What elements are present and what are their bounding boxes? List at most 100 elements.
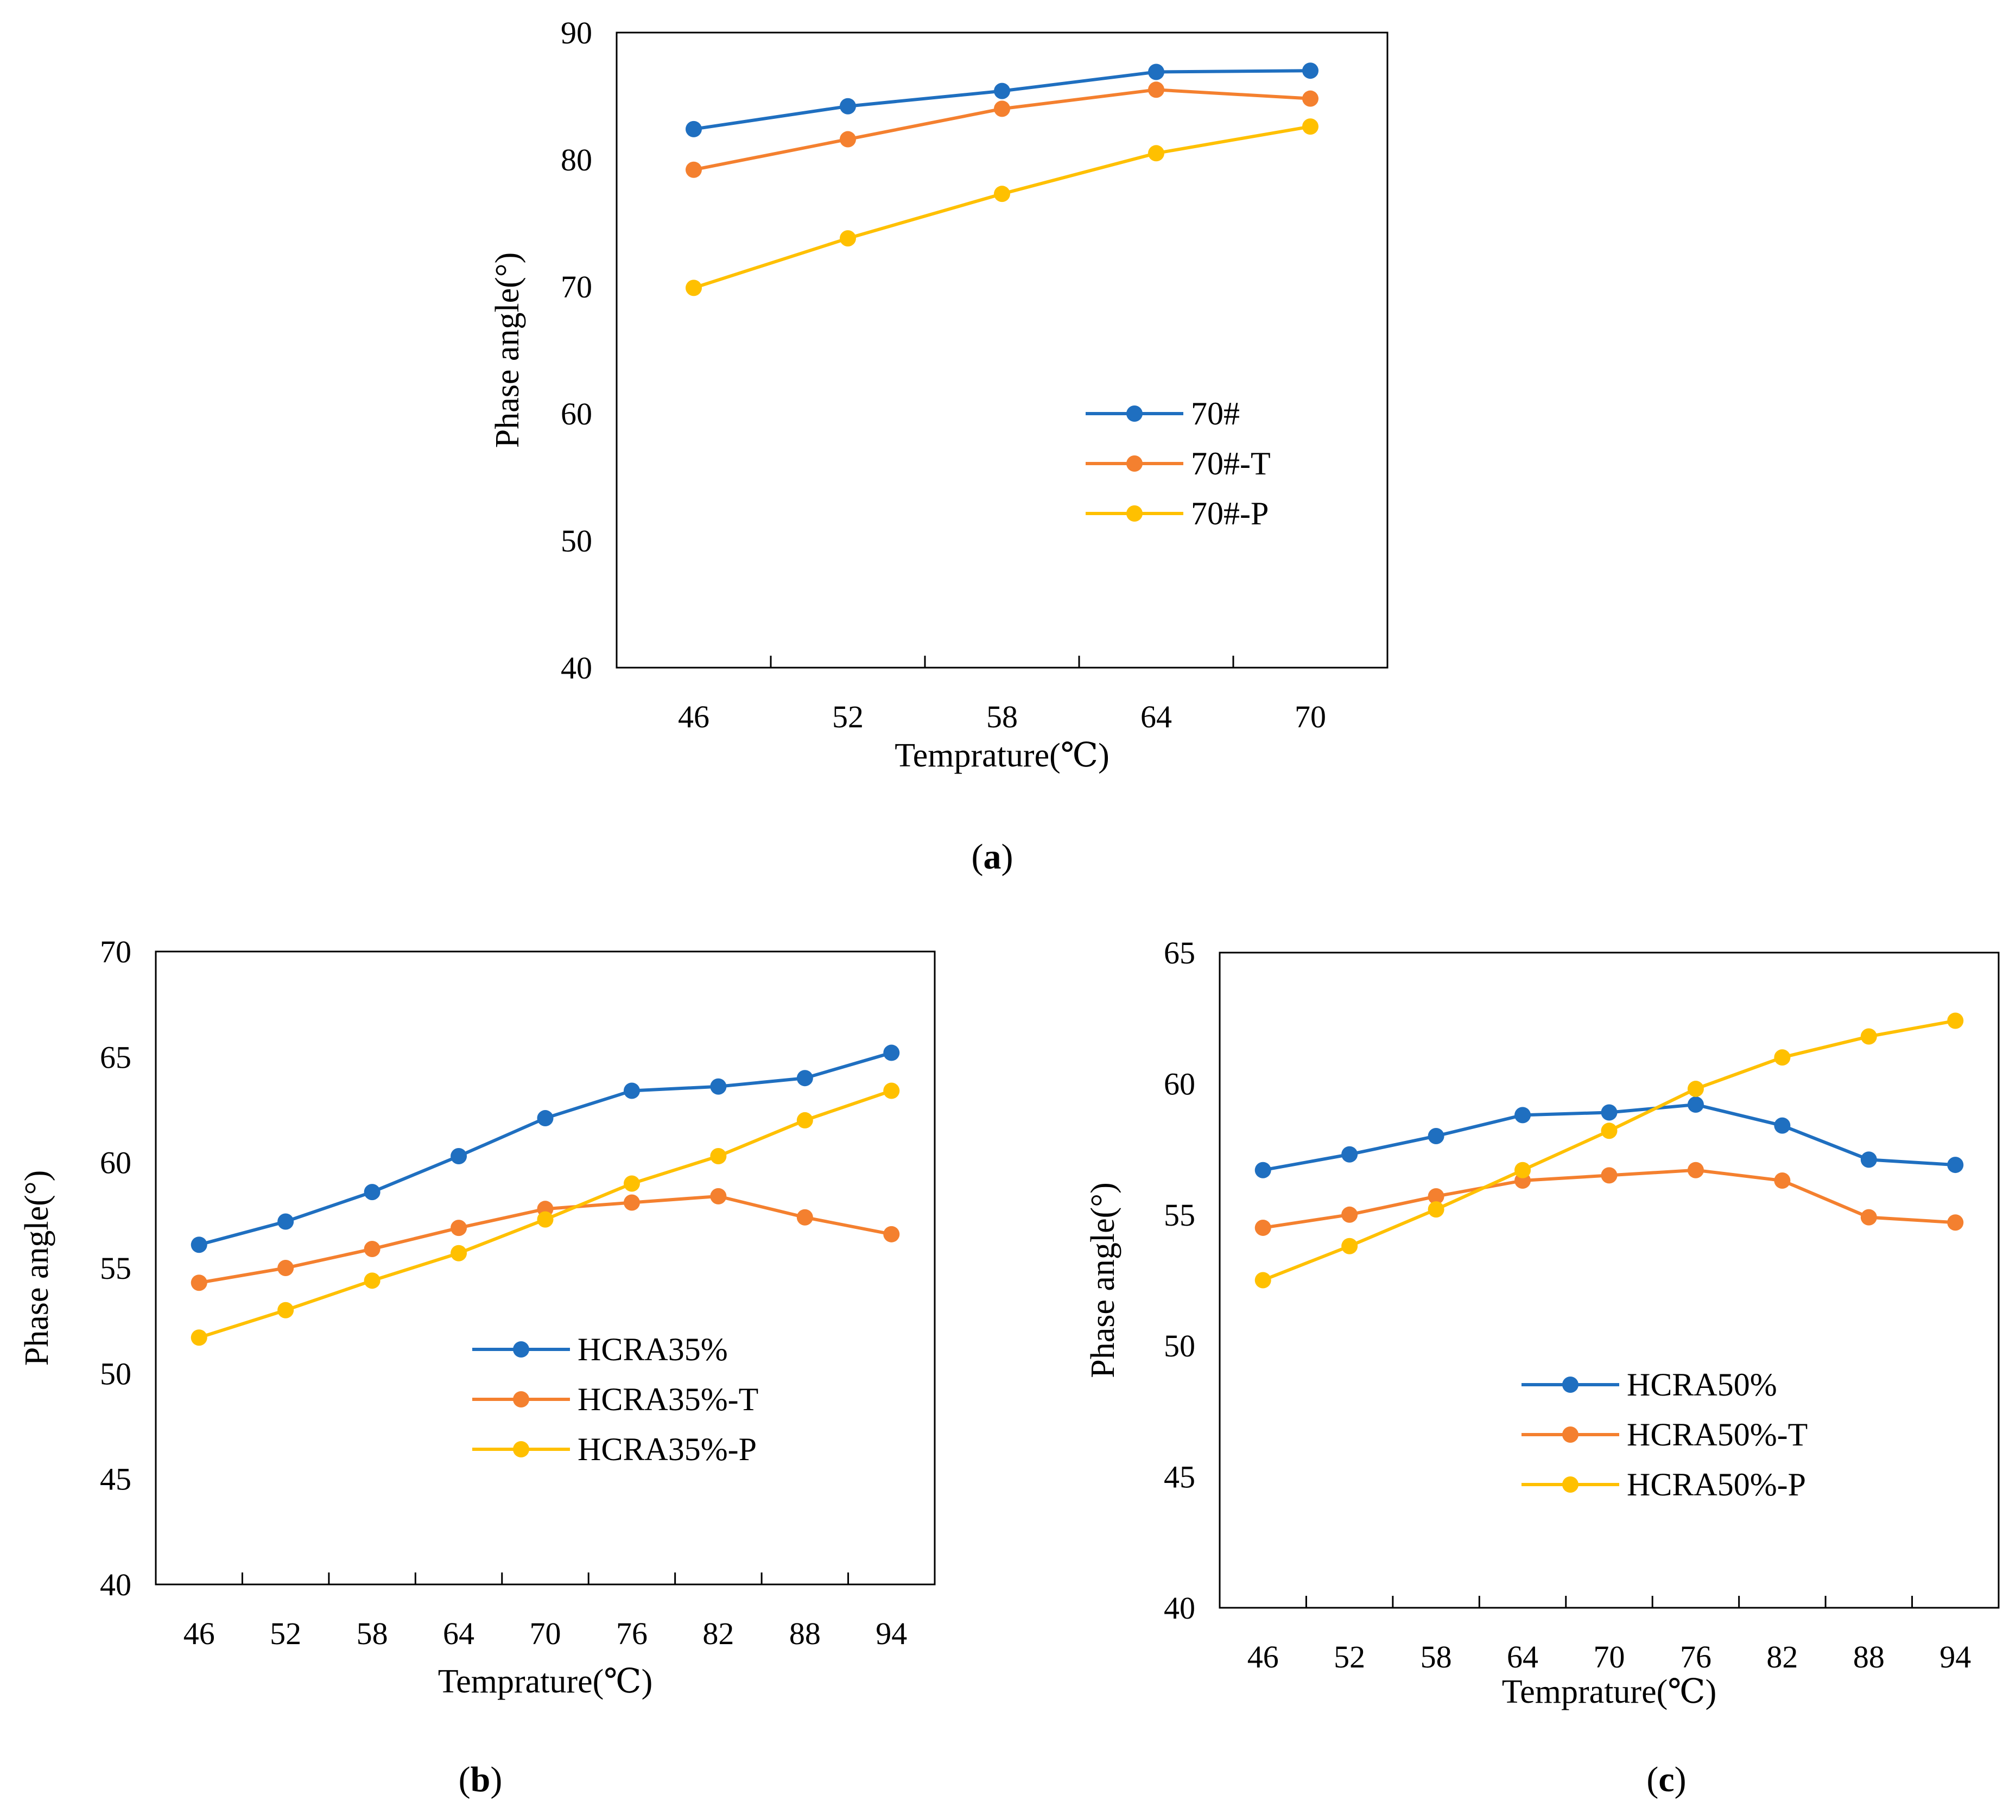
panel-label-close: ): [490, 1760, 502, 1799]
data-point: [1601, 1104, 1618, 1121]
panel-label-letter: a: [984, 837, 1001, 877]
x-axis-title: Temprature(℃): [438, 1663, 653, 1700]
x-tick-label: 94: [876, 1616, 907, 1651]
series-70#-T: [686, 81, 1318, 178]
x-tick-label: 52: [1334, 1639, 1365, 1675]
data-point: [451, 1148, 467, 1165]
x-tick-label: 82: [1766, 1639, 1798, 1675]
data-point: [1148, 145, 1164, 162]
data-point: [1148, 64, 1164, 80]
panel-label-letter: c: [1658, 1760, 1674, 1799]
data-point: [1774, 1117, 1791, 1134]
data-point: [1254, 1219, 1271, 1236]
data-point: [537, 1211, 554, 1228]
data-point: [537, 1110, 554, 1127]
chart-panel-a: 46 52 58 64 70 40 50 60 70 80 90 Temprature(℃) Phase…: [489, 15, 1389, 877]
x-tick-label: 58: [1421, 1639, 1452, 1675]
legend-marker: [1562, 1476, 1578, 1493]
chart-panel-c: 46 52 58 64 70 76 82 88 94 40 45 50 55 60 65 Temprature…: [1085, 935, 2000, 1799]
x-tick-label: 70: [1295, 699, 1326, 734]
data-point: [1302, 90, 1318, 107]
data-point: [1687, 1096, 1704, 1113]
x-axis-title: Temprature(℃): [1502, 1673, 1717, 1710]
data-point: [840, 230, 856, 247]
series-HCRA35%: [191, 1044, 900, 1253]
data-point: [840, 98, 856, 115]
data-point: [364, 1241, 381, 1258]
y-tick-label: 45: [1164, 1460, 1195, 1495]
y-tick-label: 65: [1164, 935, 1195, 971]
data-point: [191, 1274, 207, 1291]
x-tick-label: 64: [443, 1616, 474, 1651]
x-tick-label: 58: [357, 1616, 388, 1651]
legend-label: 70#: [1191, 396, 1240, 432]
legend-label: 70#-P: [1191, 496, 1269, 531]
data-point: [1428, 1127, 1444, 1144]
data-point: [1687, 1081, 1704, 1098]
y-tick-label: 50: [561, 523, 592, 559]
data-point: [623, 1175, 640, 1192]
data-point: [710, 1078, 727, 1095]
y-tick-label: 40: [561, 650, 592, 686]
data-point: [796, 1209, 813, 1226]
y-tick-label: 55: [100, 1251, 131, 1286]
panel-label-open: (: [1646, 1760, 1658, 1799]
legend-marker: [513, 1341, 529, 1358]
y-tick-label: 60: [561, 396, 592, 432]
legend-label: HCRA35%: [578, 1331, 728, 1367]
x-tick-label: 70: [1594, 1639, 1625, 1675]
data-point: [1341, 1238, 1358, 1254]
x-tick-label: 88: [1853, 1639, 1885, 1675]
panel-label: (b): [459, 1760, 503, 1799]
legend-label: HCRA50%-P: [1627, 1467, 1806, 1502]
legend-label: HCRA50%: [1627, 1367, 1777, 1403]
data-point: [710, 1148, 727, 1165]
y-axis-title: Phase angle(°): [1085, 1182, 1121, 1378]
data-point: [1254, 1272, 1271, 1289]
data-point: [1341, 1206, 1358, 1223]
y-tick-label: 60: [1164, 1066, 1195, 1101]
data-point: [1514, 1107, 1531, 1124]
legend-marker: [1562, 1377, 1578, 1393]
data-point: [1860, 1151, 1877, 1168]
data-point: [191, 1236, 207, 1253]
data-point: [1687, 1162, 1704, 1178]
data-point: [1148, 81, 1164, 98]
y-tick-label: 70: [100, 934, 131, 969]
legend-marker: [513, 1441, 529, 1457]
data-point: [710, 1188, 727, 1204]
series-HCRA50%-T: [1254, 1162, 1964, 1236]
y-tick-label: 40: [1164, 1590, 1195, 1626]
series-HCRA50%-P: [1254, 1012, 1964, 1289]
data-point: [1947, 1012, 1964, 1029]
x-tick-label: 52: [270, 1616, 301, 1651]
y-axis-title: Phase angle(°): [489, 252, 526, 448]
series-line: [693, 69, 1311, 131]
x-tick-label: 94: [1939, 1639, 1971, 1675]
y-tick-label: 70: [561, 269, 592, 305]
series-HCRA35%-T: [191, 1188, 900, 1291]
data-point: [1302, 62, 1318, 79]
series-HCRA50%: [1254, 1096, 1964, 1178]
data-point: [883, 1082, 900, 1099]
plot-frame: [1219, 952, 2000, 1609]
data-point: [796, 1070, 813, 1087]
data-point: [1428, 1188, 1444, 1205]
data-point: [1860, 1209, 1877, 1226]
data-point: [1947, 1157, 1964, 1174]
y-tick-label: 60: [100, 1145, 131, 1181]
legend-label: 70#-T: [1191, 446, 1271, 481]
x-tick-label: 46: [678, 699, 709, 734]
data-point: [364, 1184, 381, 1201]
data-point: [686, 121, 702, 137]
data-point: [883, 1226, 900, 1242]
x-tick-label: 82: [702, 1616, 734, 1651]
data-point: [686, 280, 702, 296]
data-point: [994, 186, 1010, 202]
data-point: [277, 1302, 294, 1318]
series-HCRA35%-P: [191, 1082, 900, 1346]
data-point: [277, 1213, 294, 1230]
legend: HCRA35% HCRA35%-T HCRA35%-P: [472, 1331, 758, 1467]
data-point: [1774, 1172, 1791, 1189]
data-point: [1774, 1049, 1791, 1066]
